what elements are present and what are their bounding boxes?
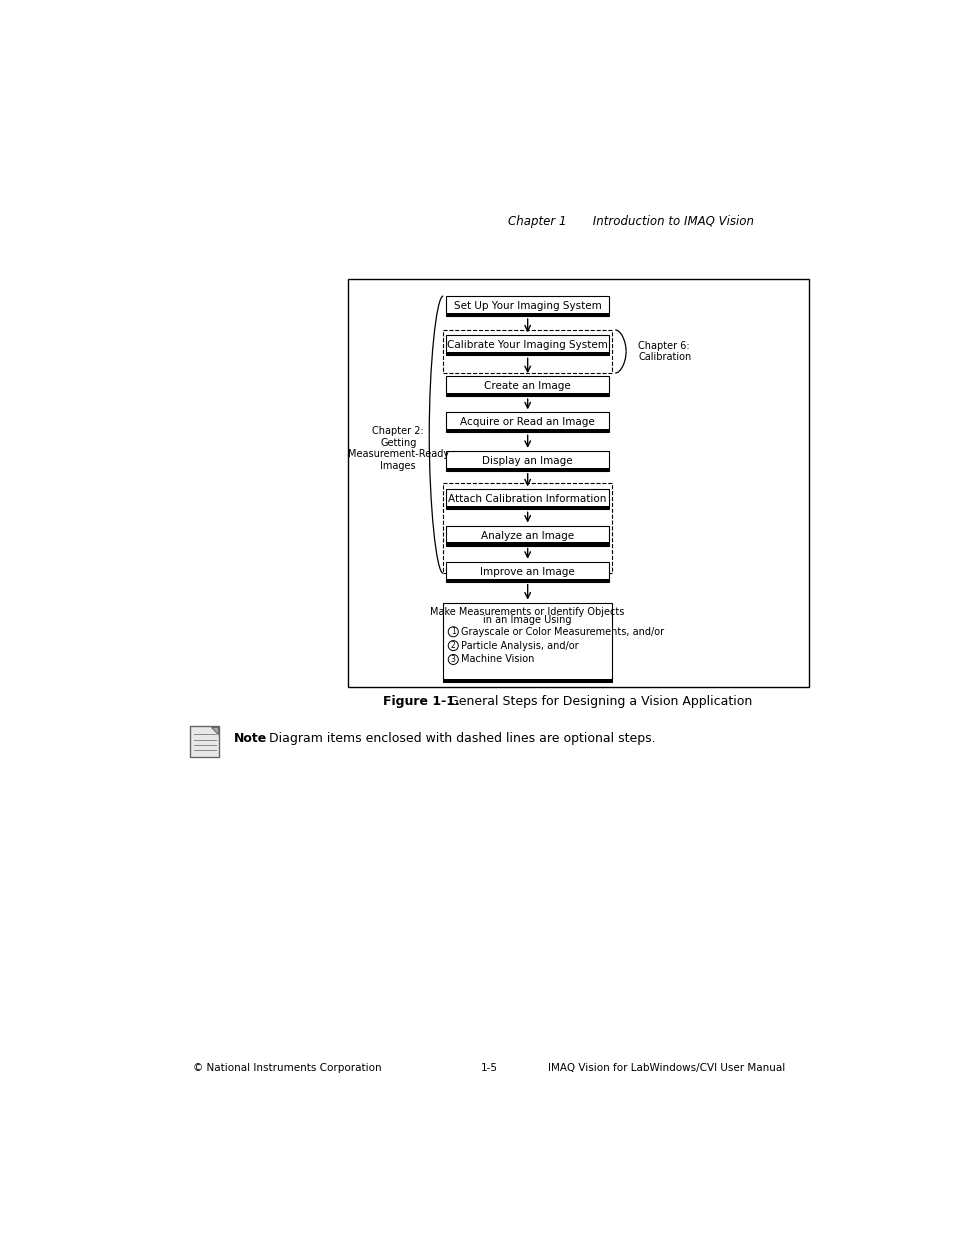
Bar [446, 296, 608, 316]
Bar [446, 579, 608, 582]
PathPatch shape [212, 727, 218, 734]
Bar [446, 412, 608, 432]
Text: © National Instruments Corporation: © National Instruments Corporation [193, 1063, 381, 1073]
Text: Improve an Image: Improve an Image [479, 567, 575, 577]
Text: Machine Vision: Machine Vision [460, 655, 534, 664]
Text: Chapter 2:
Getting
Measurement-Ready
Images: Chapter 2: Getting Measurement-Ready Ima… [347, 426, 448, 471]
Text: Display an Image: Display an Image [482, 456, 573, 466]
Text: Analyze an Image: Analyze an Image [480, 531, 574, 541]
FancyBboxPatch shape [190, 726, 219, 757]
Text: Diagram items enclosed with dashed lines are optional steps.: Diagram items enclosed with dashed lines… [269, 732, 655, 745]
Text: Chapter 6:
Calibration: Chapter 6: Calibration [638, 341, 691, 362]
Bar [348, 279, 808, 687]
Text: Create an Image: Create an Image [484, 382, 571, 391]
Bar [446, 506, 608, 509]
Text: 2: 2 [451, 641, 456, 650]
Bar [443, 679, 612, 682]
Text: 3: 3 [451, 655, 456, 664]
Bar [446, 377, 608, 396]
Bar [443, 483, 612, 573]
Text: 1: 1 [451, 627, 456, 636]
Text: General Steps for Designing a Vision Application: General Steps for Designing a Vision App… [440, 694, 751, 708]
Bar [443, 603, 612, 682]
Text: Set Up Your Imaging System: Set Up Your Imaging System [454, 301, 601, 311]
Text: in an Image Using: in an Image Using [483, 615, 572, 625]
Text: 1-5: 1-5 [480, 1063, 497, 1073]
Bar [446, 336, 608, 356]
Bar [446, 562, 608, 582]
Text: Figure 1-1.: Figure 1-1. [382, 694, 459, 708]
Text: IMAQ Vision for LabWindows/CVI User Manual: IMAQ Vision for LabWindows/CVI User Manu… [548, 1063, 785, 1073]
Bar [446, 526, 608, 546]
Text: Chapter 1       Introduction to IMAQ Vision: Chapter 1 Introduction to IMAQ Vision [507, 215, 753, 227]
Bar [446, 430, 608, 432]
Bar [446, 542, 608, 546]
Bar [446, 393, 608, 396]
Text: Note: Note [233, 732, 267, 745]
Bar [446, 468, 608, 471]
Circle shape [448, 655, 457, 664]
Text: Calibrate Your Imaging System: Calibrate Your Imaging System [447, 341, 607, 351]
Text: Particle Analysis, and/or: Particle Analysis, and/or [460, 641, 578, 651]
Bar [446, 489, 608, 509]
Circle shape [448, 641, 457, 651]
Text: Attach Calibration Information: Attach Calibration Information [448, 494, 606, 504]
Text: Acquire or Read an Image: Acquire or Read an Image [459, 417, 595, 427]
Bar [446, 352, 608, 356]
Bar [446, 451, 608, 471]
Text: Make Measurements or Identify Objects: Make Measurements or Identify Objects [430, 606, 624, 616]
Circle shape [448, 626, 457, 637]
Bar [446, 312, 608, 316]
Bar [443, 330, 612, 373]
Text: Grayscale or Color Measurements, and/or: Grayscale or Color Measurements, and/or [460, 626, 663, 637]
